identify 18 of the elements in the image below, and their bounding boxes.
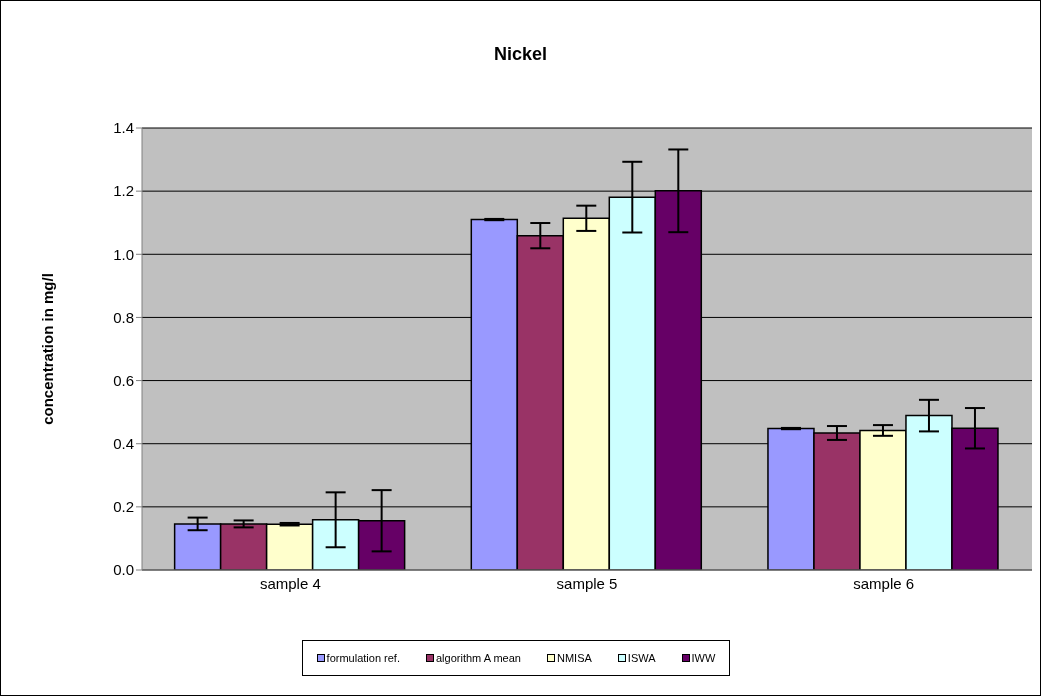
legend-label: IWW xyxy=(690,652,716,664)
y-axis-title: concentration in mg/l xyxy=(39,273,57,425)
y-tick-label: 0.0 xyxy=(113,561,134,579)
x-tick-label: sample 4 xyxy=(259,574,321,592)
x-tick-label: sample 6 xyxy=(853,574,915,592)
y-tick-label: 0.2 xyxy=(113,498,134,516)
y-tick-label: 0.4 xyxy=(113,435,134,453)
x-tick-label: sample 5 xyxy=(556,574,618,592)
y-tick-label: 0.6 xyxy=(113,371,134,389)
legend-label: algorithm A mean xyxy=(435,652,521,664)
y-tick-label: 1.4 xyxy=(113,119,134,137)
chart-title: Nickel xyxy=(492,44,548,65)
legend-label: formulation ref. xyxy=(325,652,400,664)
legend-label: NMISA xyxy=(556,652,592,664)
y-tick-label: 0.8 xyxy=(113,308,134,326)
y-tick-label: 1.0 xyxy=(113,245,134,263)
y-tick-label: 1.2 xyxy=(113,182,134,200)
legend-label: ISWA xyxy=(626,652,656,664)
